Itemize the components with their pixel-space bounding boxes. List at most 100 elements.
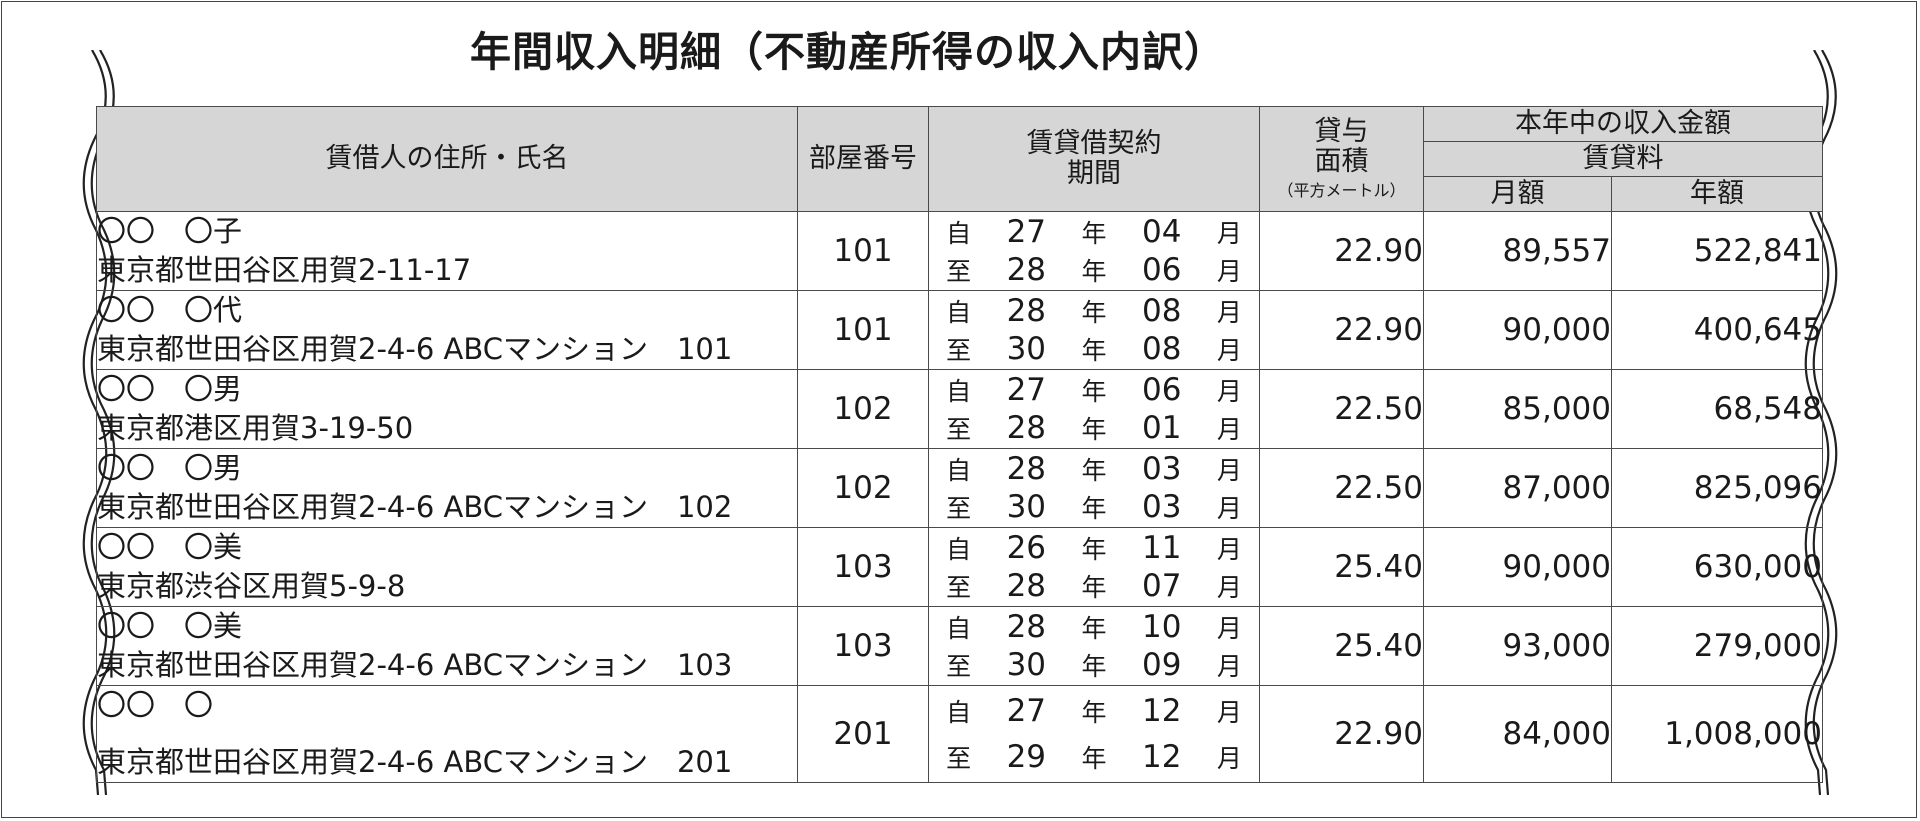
room-number: 101 — [797, 290, 929, 370]
month-label: 月 — [1216, 494, 1242, 523]
floor-area: 22.90 — [1259, 685, 1424, 783]
table-row: 〇〇 〇代 東京都世田谷区用賀2-4-6 ABCマンション 101 101 自 28 年 0… — [96, 290, 1823, 370]
to-month: 07 — [1141, 568, 1182, 604]
period-from: 自 27 年 06 月 — [930, 371, 1259, 409]
to-label: 至 — [946, 257, 972, 286]
contract-period: 自 28 年 10 月至 30 年 09 月 — [928, 606, 1260, 686]
year-label: 年 — [1081, 744, 1107, 773]
tenant-address: 東京都世田谷区用賀2-4-6 ABCマンション 102 — [97, 490, 733, 524]
header-monthly: 月額 — [1423, 176, 1612, 212]
month-label: 月 — [1216, 456, 1242, 485]
month-label: 月 — [1216, 298, 1242, 327]
tenant-address: 東京都港区用賀3-19-50 — [97, 411, 414, 445]
year-label: 年 — [1081, 535, 1107, 564]
tenant-address: 東京都世田谷区用賀2-4-6 ABCマンション 103 — [97, 648, 733, 682]
period-to: 至 30 年 08 月 — [930, 330, 1259, 368]
month-label: 月 — [1216, 573, 1242, 602]
tenant-address: 東京都世田谷区用賀2-4-6 ABCマンション 101 — [97, 332, 733, 366]
monthly-rent: 89,557 — [1423, 211, 1612, 291]
tenant-name: 〇〇 〇男 — [97, 372, 243, 406]
period-to: 至 28 年 06 月 — [930, 251, 1259, 289]
annual-rent: 400,645 — [1611, 290, 1823, 370]
to-year: 29 — [1006, 739, 1047, 775]
table-row: 〇〇 〇子 東京都世田谷区用賀2-11-17 101 自 27 年 04 月至 28 年 06 月 22… — [96, 211, 1823, 291]
to-year: 30 — [1006, 489, 1047, 525]
tenant-cell: 〇〇 〇美 東京都渋谷区用賀5-9-8 — [96, 527, 798, 607]
table-row: 〇〇 〇美 東京都渋谷区用賀5-9-8 103 自 26 年 11 月至 28 年 07 月 25.40… — [96, 527, 1823, 607]
floor-area: 22.90 — [1259, 211, 1424, 291]
tenant-name: 〇〇 〇 — [97, 688, 214, 722]
tenant-name: 〇〇 〇美 — [97, 530, 243, 564]
month-label: 月 — [1216, 219, 1242, 248]
period-from: 自 27 年 04 月 — [930, 213, 1259, 251]
month-label: 月 — [1216, 336, 1242, 365]
to-month: 06 — [1141, 252, 1182, 288]
page-title: 年間収入明細（不動産所得の収入内訳） — [470, 28, 1226, 76]
monthly-rent: 90,000 — [1423, 290, 1612, 370]
contract-period: 自 27 年 04 月至 28 年 06 月 — [928, 211, 1260, 291]
annual-rent: 279,000 — [1611, 606, 1823, 686]
floor-area: 25.40 — [1259, 527, 1424, 607]
header-annual: 年額 — [1611, 176, 1823, 212]
to-year: 28 — [1006, 410, 1047, 446]
month-label: 月 — [1216, 415, 1242, 444]
table-row: 〇〇 〇男 東京都港区用賀3-19-50 102 自 27 年 06 月至 28 年 01 月 22.5… — [96, 369, 1823, 449]
annual-rent: 68,548 — [1611, 369, 1823, 449]
year-label: 年 — [1081, 698, 1107, 727]
month-label: 月 — [1216, 744, 1242, 773]
tenant-address: 東京都世田谷区用賀2-4-6 ABCマンション 201 — [97, 745, 733, 779]
year-label: 年 — [1081, 494, 1107, 523]
from-label: 自 — [946, 698, 972, 727]
year-label: 年 — [1081, 257, 1107, 286]
period-to: 至 30 年 09 月 — [930, 646, 1259, 684]
period-from: 自 28 年 08 月 — [930, 292, 1259, 330]
income-table: 賃借人の住所・氏名 部屋番号 賃貸借契約 期間 貸与 面積 （平方メートル） 本… — [96, 106, 1823, 783]
year-label: 年 — [1081, 336, 1107, 365]
tenant-name: 〇〇 〇子 — [97, 214, 243, 248]
tenant-cell: 〇〇 〇子東京都世田谷区用賀2-11-17 — [96, 211, 798, 291]
from-month: 08 — [1141, 293, 1182, 329]
header-period-line1: 賃貸借契約 — [1026, 128, 1162, 159]
from-label: 自 — [946, 456, 972, 485]
tenant-address: 東京都世田谷区用賀2-11-17 — [97, 253, 472, 287]
year-label: 年 — [1081, 219, 1107, 248]
contract-period: 自 28 年 08 月至 30 年 08 月 — [928, 290, 1260, 370]
contract-period: 自 27 年 12 月至 29 年 12 月 — [928, 685, 1260, 783]
to-year: 28 — [1006, 252, 1047, 288]
table-row: 〇〇 〇美 東京都世田谷区用賀2-4-6 ABCマンション 103 103 自 28 年 1… — [96, 606, 1823, 686]
to-year: 28 — [1006, 568, 1047, 604]
period-from: 自 26 年 11 月 — [930, 529, 1259, 567]
year-label: 年 — [1081, 573, 1107, 602]
to-label: 至 — [946, 652, 972, 681]
header-period: 賃貸借契約 期間 — [928, 106, 1260, 212]
month-label: 月 — [1216, 698, 1242, 727]
header-room: 部屋番号 — [797, 106, 929, 212]
year-label: 年 — [1081, 614, 1107, 643]
floor-area: 22.50 — [1259, 369, 1424, 449]
header-rent: 賃貸料 — [1423, 141, 1823, 177]
month-label: 月 — [1216, 377, 1242, 406]
from-label: 自 — [946, 377, 972, 406]
to-label: 至 — [946, 573, 972, 602]
period-to: 至 28 年 07 月 — [930, 567, 1259, 605]
room-number: 102 — [797, 448, 929, 528]
month-label: 月 — [1216, 257, 1242, 286]
tenant-name: 〇〇 〇代 — [97, 293, 243, 327]
monthly-rent: 93,000 — [1423, 606, 1612, 686]
from-year: 27 — [1006, 693, 1047, 729]
monthly-rent: 90,000 — [1423, 527, 1612, 607]
year-label: 年 — [1081, 456, 1107, 485]
annual-rent: 522,841 — [1611, 211, 1823, 291]
from-year: 28 — [1006, 293, 1047, 329]
header-area-line1: 貸与 — [1314, 116, 1369, 147]
period-to: 至 28 年 01 月 — [930, 409, 1259, 447]
monthly-rent: 85,000 — [1423, 369, 1612, 449]
tenant-cell: 〇〇 〇美 東京都世田谷区用賀2-4-6 ABCマンション 103 — [96, 606, 798, 686]
to-month: 03 — [1141, 489, 1182, 525]
to-label: 至 — [946, 744, 972, 773]
from-year: 26 — [1006, 530, 1047, 566]
year-label: 年 — [1081, 652, 1107, 681]
to-year: 30 — [1006, 647, 1047, 683]
table-row: 〇〇 〇男 東京都世田谷区用賀2-4-6 ABCマンション 102 102 自 28 年 0… — [96, 448, 1823, 528]
